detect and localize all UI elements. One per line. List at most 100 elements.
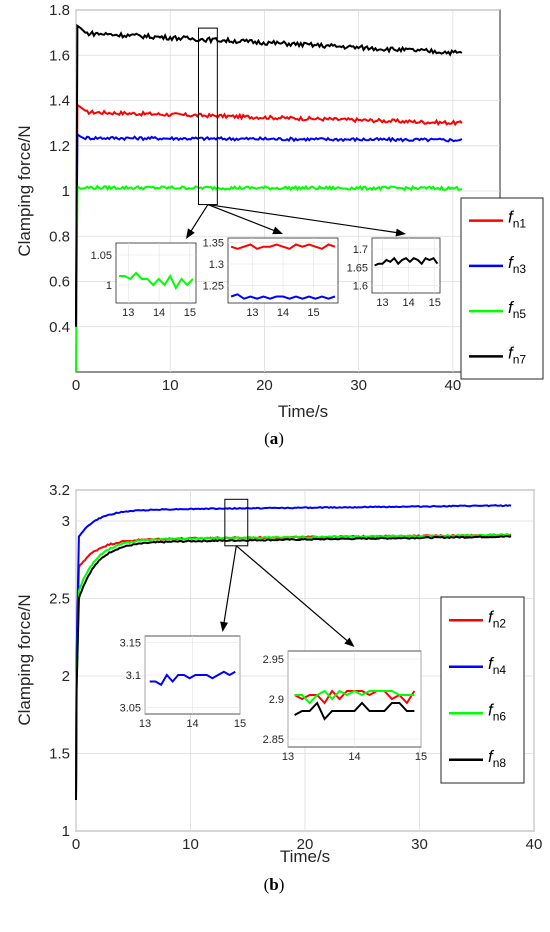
inset-x-tick-label: 15 [234, 718, 246, 730]
inset-x-tick-label: 13 [282, 751, 294, 763]
legend-label-n2: fn2 [488, 607, 506, 630]
series-line-n3 [75, 132, 463, 327]
y-tick-label: 1.6 [49, 47, 70, 64]
inset-y-tick-label: 2.9 [269, 694, 284, 706]
legend-label-n6: fn6 [488, 700, 506, 723]
y-tick-label: 0.8 [49, 228, 70, 245]
x-tick-label: 0 [72, 377, 80, 394]
inset-y-tick-label: 3.1 [126, 670, 141, 682]
legend-label-n7: fn7 [508, 343, 526, 366]
chart-panel-a: 0 10 20 30 40 0.4 0.6 0.8 1 1.2 1.4 1.6 1.8 13 14 15 1.… [15, 2, 544, 448]
x-tick-label: 20 [297, 836, 314, 853]
inset-y-tick-label: 2.85 [263, 734, 284, 746]
inset-y-tick-label: 1.25 [203, 281, 224, 293]
inset-series-line [149, 670, 236, 687]
inset-x-tick-label: 15 [184, 307, 196, 319]
series-line-n6 [75, 533, 512, 801]
legend-box-a [460, 197, 544, 380]
y-axis-label-a: Clamping force/N [15, 125, 34, 256]
series-line-n7 [75, 23, 463, 327]
inset-x-tick-label: 14 [186, 718, 198, 730]
y-tick-label: 1 [62, 823, 70, 840]
legend-label-n8: fn8 [488, 747, 506, 770]
inset-y-tick-label: 1.35 [203, 237, 224, 249]
x-tick-label: 30 [411, 836, 428, 853]
zoom-arrow [235, 545, 351, 644]
x-tick-label: 30 [350, 377, 367, 394]
legend-box-b [440, 596, 525, 784]
inset-y-tick-label: 1 [106, 280, 112, 292]
legend-label-n5: fn5 [508, 298, 526, 321]
inset-y-tick-label: 1.05 [91, 250, 112, 262]
zoom-arrow [207, 203, 401, 234]
x-axis-label-b: Time/s [280, 847, 330, 866]
inset-y-tick-label: 3.05 [120, 703, 141, 715]
zoom-arrows-b [220, 545, 355, 647]
inset-3: 13 14 15 1.7 1.65 1.6 [347, 237, 441, 309]
series-line-n1 [75, 103, 463, 327]
inset-series-line [230, 243, 336, 250]
y-tick-label: 1.8 [49, 2, 70, 19]
x-tick-label: 20 [256, 377, 273, 394]
inset-y-tick-label: 3.15 [120, 638, 141, 650]
caption-a: (a) [264, 429, 284, 448]
inset-1: 13 14 15 3.15 3.1 3.05 [120, 635, 246, 730]
inset-y-tick-label: 2.95 [263, 654, 284, 666]
legend-a: fn1 fn3 fn5 fn7 [460, 197, 544, 380]
inset-x-tick-label: 13 [122, 307, 134, 319]
inset-series-line [119, 271, 194, 291]
zoom-arrowhead [220, 621, 229, 632]
y-tick-label: 1.4 [49, 93, 70, 110]
zoom-arrowhead [272, 226, 283, 235]
inset-series-line [294, 689, 415, 705]
series-lines-a [75, 23, 463, 373]
caption-a-letter: a [270, 429, 279, 448]
x-tick-label: 10 [162, 377, 179, 394]
inset-series-line [374, 256, 439, 267]
inset-y-tick-label: 1.6 [353, 281, 368, 293]
inset-y-tick-label: 1.7 [353, 244, 368, 256]
ticks-a: 0 10 20 30 40 0.4 0.6 0.8 1 1.2 1.4 1.6 1.8 [49, 2, 461, 394]
zoom-arrowhead [344, 637, 355, 647]
series-line-n5 [75, 184, 463, 373]
inset-x-tick-label: 13 [246, 307, 258, 319]
inset-x-tick-label: 13 [139, 718, 151, 730]
inset-series-line [294, 701, 415, 721]
x-tick-label: 0 [72, 836, 80, 853]
y-tick-label: 3.2 [49, 482, 70, 499]
inset-x-tick-label: 15 [429, 297, 441, 309]
x-tick-label: 10 [182, 836, 199, 853]
inset-series-line [230, 293, 336, 300]
x-tick-label: 40 [445, 377, 462, 394]
y-axis-label-b: Clamping force/N [15, 594, 34, 725]
ticks-b: 0 10 20 30 40 1 1.5 2 2.5 3 3.2 [49, 482, 542, 853]
zoom-arrowhead [395, 228, 406, 237]
x-axis-label-a: Time/s [278, 402, 328, 421]
inset-x-tick-label: 15 [307, 307, 319, 319]
zoom-arrow [207, 204, 278, 233]
series-line-n4 [75, 504, 512, 801]
zoom-arrows-a [186, 203, 406, 239]
y-tick-label: 2 [62, 668, 70, 685]
x-tick-label: 40 [526, 836, 543, 853]
insets-b: 13 14 15 3.15 3.1 3.05 13 14 15 2.95 2.9 2.85 [120, 635, 427, 763]
caption-b: (b) [264, 875, 285, 894]
inset-x-tick-label: 14 [348, 751, 360, 763]
inset-1: 13 14 15 1.05 1 [91, 242, 197, 319]
inset-x-tick-label: 14 [277, 307, 289, 319]
y-tick-label: 1.5 [49, 746, 70, 763]
zoom-arrowhead [186, 228, 195, 239]
inset-frame [371, 237, 441, 294]
zoom-arrow [188, 204, 209, 235]
caption-b-letter: b [269, 875, 278, 894]
series-lines-b [75, 504, 512, 801]
legend-label-n4: fn4 [488, 654, 506, 677]
y-tick-label: 0.6 [49, 274, 70, 291]
inset-2: 13 14 15 2.95 2.9 2.85 [263, 650, 427, 763]
insets-a: 13 14 15 1.05 1 13 14 15 1.35 1.3 1.25 13 14 15 1.7 1.6… [91, 237, 441, 319]
legend-label-n1: fn1 [508, 208, 526, 231]
y-tick-label: 0.4 [49, 319, 70, 336]
inset-frame [115, 242, 197, 304]
